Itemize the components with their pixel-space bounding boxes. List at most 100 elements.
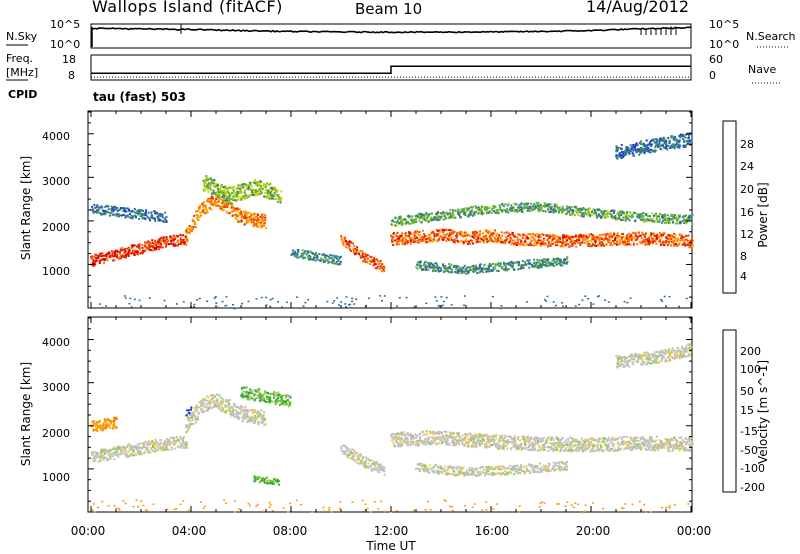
- data-cell-f6: [566, 256, 568, 259]
- data-cell-f2: [247, 183, 250, 186]
- data-cell-f5: [640, 213, 643, 216]
- data-cell-f0: [109, 455, 112, 458]
- data-cell-f3: [356, 246, 359, 249]
- data-cell-f5: [470, 210, 473, 213]
- data-cell-f1: [257, 219, 260, 222]
- data-cell-f1: [218, 205, 221, 207]
- data-cell-f7: [626, 148, 628, 151]
- data-cell-f4: [575, 235, 578, 238]
- data-cell-f3: [342, 244, 345, 247]
- data-cell-f5: [469, 211, 472, 213]
- data-cell-f2: [214, 192, 217, 195]
- data-cell-f4: [559, 241, 562, 244]
- data-cell-f4: [511, 239, 514, 242]
- data-cell-f1: [207, 396, 210, 399]
- ground-scatter-cell: [138, 299, 141, 302]
- data-cell-f4: [447, 229, 450, 231]
- data-cell-f5: [661, 219, 664, 222]
- data-cell-f0: [119, 248, 122, 251]
- data-cell-f1: [198, 216, 201, 218]
- data-cell-f5: [451, 211, 454, 214]
- data-cell-f0: [96, 454, 98, 456]
- data-cell-f8: [116, 207, 119, 209]
- data-cell-f4: [684, 239, 686, 241]
- data-cell-f0: [108, 252, 111, 255]
- data-cell-f6: [473, 268, 476, 271]
- data-cell-f8: [133, 208, 136, 211]
- data-cell-f2: [428, 442, 431, 445]
- data-cell-f4: [511, 232, 514, 234]
- data-cell-f1: [186, 240, 189, 243]
- data-cell-f2: [430, 440, 433, 443]
- data-cell-f4: [659, 232, 661, 235]
- data-cell-f4: [464, 231, 467, 234]
- data-cell-f7: [616, 157, 619, 160]
- data-cell-f2: [443, 430, 446, 433]
- data-cell-f1: [258, 219, 261, 221]
- data-cell-f6: [553, 258, 556, 261]
- data-cell-f2: [228, 202, 231, 205]
- data-cell-f4: [438, 236, 441, 238]
- data-cell-f2: [226, 191, 229, 194]
- data-cell-f4: [508, 232, 511, 235]
- data-cell-f6: [416, 261, 419, 264]
- data-cell-f4: [632, 243, 635, 246]
- data-cell-f8: [161, 220, 164, 223]
- data-cell-f5: [637, 216, 640, 219]
- data-cell-f6: [557, 258, 560, 261]
- data-cell-f0: [116, 447, 119, 450]
- data-cell-f8: [94, 210, 97, 213]
- data-cell-f4: [461, 231, 463, 234]
- data-cell-f2: [451, 432, 453, 435]
- data-cell-f1: [252, 411, 254, 414]
- data-cell-f6: [463, 270, 466, 273]
- data-cell-f1: [244, 408, 247, 411]
- data-cell-f4: [682, 243, 685, 246]
- data-cell-f2: [434, 438, 437, 441]
- data-cell-f5: [402, 222, 405, 225]
- data-cell-f4: [400, 234, 403, 237]
- data-cell-f3: [366, 254, 369, 256]
- data-cell-f1: [232, 209, 235, 212]
- data-cell-f4: [529, 241, 532, 244]
- data-cell-f1: [237, 220, 240, 223]
- data-cell-f1: [249, 419, 252, 422]
- x-tick-0400: 04:00: [171, 524, 207, 538]
- data-cell-f8: [94, 206, 96, 209]
- data-cell-f5: [433, 216, 436, 218]
- data-cell-f6: [491, 263, 494, 266]
- data-cell-f5: [397, 217, 400, 220]
- data-cell-f8: [121, 207, 124, 209]
- data-cell-f5: [475, 206, 478, 209]
- data-cell-f8: [112, 205, 115, 208]
- data-cell-f0: [166, 238, 169, 241]
- data-cell-f6: [416, 267, 419, 270]
- data-cell-f8: [135, 216, 138, 219]
- data-cell-f4: [474, 230, 477, 233]
- data-cell-f5: [661, 214, 664, 217]
- data-cell-f2: [271, 188, 274, 190]
- data-cell-f2: [243, 189, 246, 192]
- data-cell-f4: [418, 234, 421, 237]
- data-cell-f1: [263, 221, 266, 224]
- data-cell-f0: [138, 247, 141, 250]
- data-cell-f4: [676, 240, 679, 243]
- data-cell-f7: [625, 153, 628, 156]
- data-cell-f0: [116, 256, 118, 259]
- data-cell-f5: [428, 219, 431, 222]
- data-cell-f6: [457, 265, 459, 268]
- data-cell-f1: [253, 417, 256, 419]
- data-cell-f4: [550, 235, 553, 238]
- data-cell-f1: [193, 411, 196, 414]
- data-cell-f0: [153, 248, 156, 251]
- data-cell-f7: [643, 143, 646, 145]
- data-cell-f4: [581, 237, 584, 239]
- data-cell-f6: [545, 262, 548, 265]
- data-cell-f0: [182, 240, 184, 243]
- data-cell-f0: [114, 249, 117, 252]
- data-cell-f1: [259, 223, 262, 226]
- data-cell-f6: [562, 260, 565, 263]
- data-cell-f9: [312, 258, 315, 261]
- data-cell-f0: [123, 446, 126, 449]
- data-cell-f4: [402, 240, 405, 243]
